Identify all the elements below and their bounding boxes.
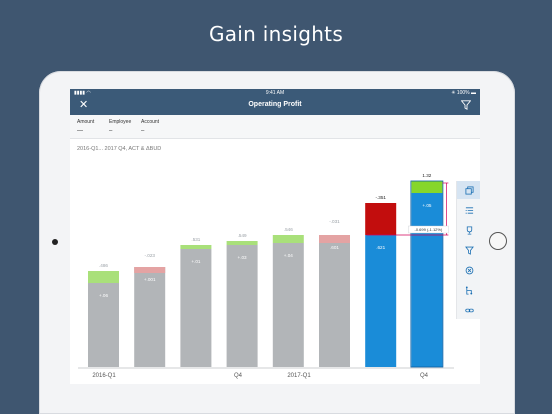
- filter-value: –: [109, 128, 113, 134]
- annotation-text: -0.699 (-1.12%): [415, 227, 443, 232]
- delta-value-label: .486: [99, 263, 108, 268]
- close-icon[interactable]: ✕: [79, 99, 89, 111]
- delta-value-label: .531: [191, 237, 200, 242]
- x-tick-label: Q4: [420, 373, 429, 379]
- x-tick-label: Q4: [234, 373, 243, 379]
- bar: [319, 235, 350, 367]
- delta-bar: [319, 235, 350, 243]
- page-title: Operating Profit: [248, 101, 302, 108]
- bar-value-label: +.01: [191, 259, 201, 264]
- app-screen: ▮▮▮▮ ◠ 9:41 AM ✳ 100% ▬ ✕ Operating Prof…: [70, 89, 480, 384]
- bar: [134, 267, 166, 367]
- hierarchy-icon[interactable]: [457, 281, 480, 299]
- bar-value-label: +.001: [144, 277, 156, 282]
- trophy-icon[interactable]: [457, 221, 480, 239]
- home-button[interactable]: [489, 232, 507, 250]
- delta-bar: [365, 203, 397, 235]
- filter-label: Amount: [77, 119, 95, 125]
- bar: [272, 243, 304, 367]
- annotation-box: [408, 225, 449, 234]
- filter-icon[interactable]: [461, 100, 471, 110]
- delta-value-label: 1.32: [422, 173, 431, 178]
- bar: [88, 283, 119, 367]
- bar-value-label: .621: [376, 245, 385, 250]
- x-tick-label: 2016-Q1: [92, 373, 116, 379]
- filter-label: Employee: [109, 119, 132, 125]
- delta-bar: [134, 267, 166, 273]
- status-time: 9:41 AM: [265, 90, 285, 96]
- bar-value-label: +.03: [238, 255, 248, 260]
- filter-bar: Amount — Employee – Account –: [70, 115, 480, 139]
- delta-bar: [411, 181, 443, 193]
- bar: [411, 193, 443, 367]
- delta-value-label: -.351: [375, 195, 386, 200]
- filter-value: —: [77, 128, 83, 134]
- x-tick-label: 2017-Q1: [287, 373, 311, 379]
- bar-value-label: +.04: [284, 253, 294, 258]
- delta-value-label: -.031: [329, 219, 340, 224]
- bar-value-label: +.05: [422, 203, 432, 208]
- funnel-icon[interactable]: [457, 241, 480, 259]
- list-icon[interactable]: [457, 201, 480, 219]
- bar-value-label: +.06: [99, 293, 109, 298]
- copy-icon[interactable]: [457, 181, 480, 199]
- side-toolbar: [456, 181, 480, 319]
- camera-icon: [52, 239, 58, 245]
- filter-account[interactable]: Account –: [141, 119, 159, 134]
- status-bar: ▮▮▮▮ ◠ 9:41 AM ✳ 100% ▬: [70, 89, 480, 97]
- delta-bar: [226, 241, 258, 245]
- chart-subtitle: 2016-Q1... 2017 Q4, ACT & ΔBUD: [77, 146, 162, 152]
- filter-amount[interactable]: Amount —: [77, 119, 94, 134]
- waterfall-chart[interactable]: +.06 .486 +.001 -.023 +.01 .531 +.03 .549 +.04 .5…: [70, 149, 456, 384]
- signal-icon: ▮▮▮▮ ◠: [74, 90, 91, 96]
- delta-value-label: .549: [238, 233, 247, 238]
- delta-bar: [180, 245, 212, 249]
- battery-icon: ✳ 100% ▬: [451, 90, 476, 96]
- bar: [365, 235, 397, 367]
- filter-label: Account: [141, 119, 160, 125]
- close-circle-icon[interactable]: [457, 261, 480, 279]
- bar-value-label: .601: [330, 245, 339, 250]
- bar: [180, 249, 212, 367]
- delta-value-label: .546: [284, 227, 293, 232]
- filter-value: –: [141, 128, 145, 134]
- link-icon[interactable]: [457, 301, 480, 319]
- delta-value-label: -.023: [144, 253, 155, 258]
- delta-bar: [88, 271, 119, 283]
- headline: Gain insights: [208, 22, 344, 46]
- navigation-bar: ✕ Operating Profit: [70, 97, 480, 115]
- delta-bar: [272, 235, 304, 243]
- bar: [226, 245, 258, 367]
- selected-bar-outline: [410, 180, 444, 368]
- filter-employee[interactable]: Employee –: [109, 119, 131, 134]
